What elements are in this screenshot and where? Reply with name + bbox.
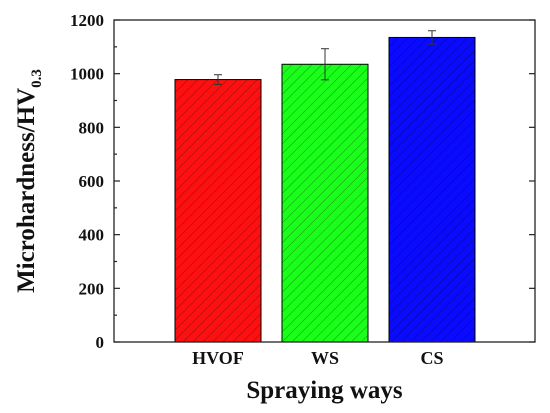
y-tick-label: 0 xyxy=(96,333,105,352)
y-axis-title-subscript: 0.3 xyxy=(29,69,45,88)
x-tick-label: HVOF xyxy=(192,348,244,368)
bar-hatch-hvof xyxy=(174,79,262,343)
y-tick-label: 800 xyxy=(79,118,105,137)
x-tick-label: WS xyxy=(311,348,339,368)
bar-hatch-cs xyxy=(388,36,476,343)
plot-frame xyxy=(113,19,536,343)
x-axis-tick-labels: HVOF WS CS xyxy=(192,348,443,368)
y-tick-label: 200 xyxy=(79,279,105,298)
y-tick-label: 400 xyxy=(79,226,105,245)
y-axis-title-main: Microhardness/HV xyxy=(13,88,40,293)
bar-series xyxy=(174,30,476,343)
y-axis-title: Microhardness/HV0.3 xyxy=(13,69,45,293)
y-tick-label: 600 xyxy=(79,172,105,191)
y-axis-ticks: 0 200 400 600 800 1000 1200 xyxy=(70,11,535,352)
bar-hatch-ws xyxy=(281,63,369,343)
x-tick-label: CS xyxy=(420,348,443,368)
y-tick-label: 1000 xyxy=(70,65,104,84)
y-tick-label: 1200 xyxy=(70,11,104,30)
x-axis-title: Spraying ways xyxy=(246,377,403,404)
